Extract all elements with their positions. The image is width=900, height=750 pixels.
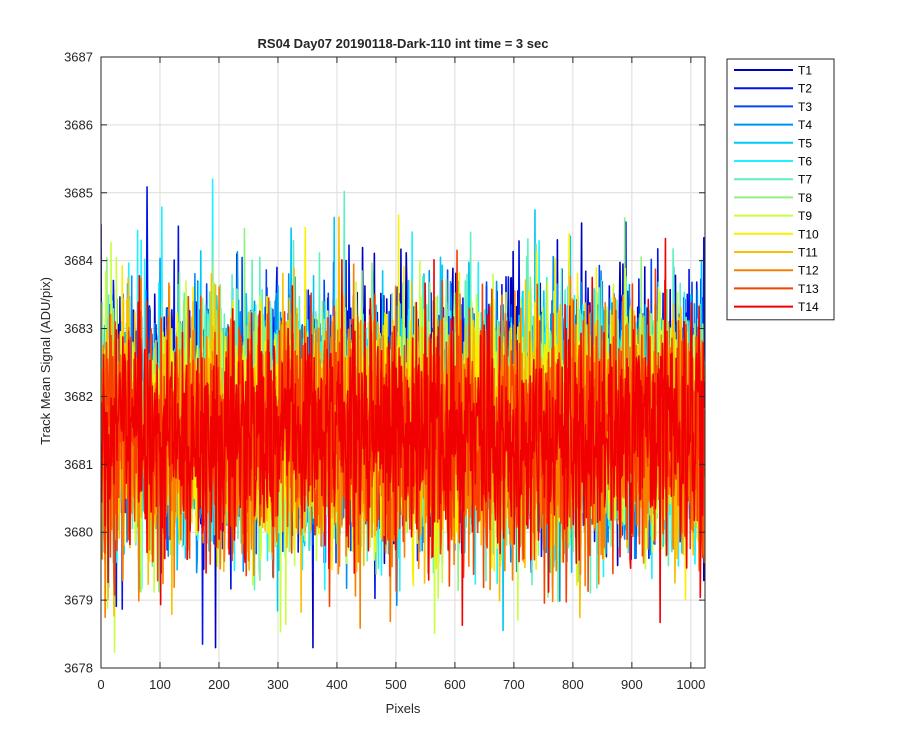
legend-label: T11: [798, 246, 818, 260]
y-tick-label: 3682: [64, 389, 93, 404]
y-axis-label: Track Mean Signal (ADU/pix): [38, 277, 53, 445]
legend-label: T12: [798, 264, 819, 278]
legend-box: [726, 58, 835, 321]
legend-label: T10: [798, 227, 819, 241]
y-tick-label: 3684: [64, 253, 93, 268]
y-tick-label: 3685: [64, 185, 93, 200]
plot-area: [100, 56, 706, 669]
legend-label: T5: [798, 136, 812, 150]
x-tick-label: 100: [149, 677, 171, 692]
plot-frame: [100, 56, 706, 669]
legend-label: T14: [798, 300, 819, 314]
y-tick-label: 3687: [64, 50, 93, 65]
x-tick-label: 200: [208, 677, 230, 692]
y-tick-label: 3683: [64, 321, 93, 336]
x-tick-label: 400: [326, 677, 348, 692]
legend-label: T7: [798, 173, 812, 187]
legend-label: T9: [798, 209, 812, 223]
x-tick-label: 500: [385, 677, 407, 692]
y-tick-label: 3678: [64, 661, 93, 676]
legend-label: T2: [798, 82, 812, 96]
y-tick-label: 3680: [64, 525, 93, 540]
legend-label: T13: [798, 282, 819, 296]
x-axis-label: Pixels: [386, 701, 421, 716]
y-tick-label: 3686: [64, 117, 93, 132]
legend: T1 T2 T3 T4 T5 T6 T7 T8 T9 T10 T11 T12 T13 T14: [726, 58, 835, 321]
legend-label: T3: [798, 100, 812, 114]
x-tick-label: 1000: [676, 677, 705, 692]
x-tick-label: 700: [503, 677, 525, 692]
x-tick-label: 800: [562, 677, 584, 692]
x-tick-label: 0: [97, 677, 104, 692]
y-axis-ticks: 3678 3679 3680 3681 3682 3683 3684 3685 3686 3687: [64, 50, 705, 676]
series-line-t14: [101, 237, 705, 627]
legend-label: T8: [798, 191, 812, 205]
x-tick-label: 600: [444, 677, 466, 692]
legend-label: T4: [798, 118, 812, 132]
series-lines: [101, 178, 705, 653]
y-tick-label: 3681: [64, 457, 93, 472]
x-tick-label: 900: [621, 677, 643, 692]
chart-title: RS04 Day07 20190118-Dark-110 int time = …: [258, 36, 549, 51]
legend-label: T6: [798, 155, 812, 169]
x-axis-ticks: 0 100 200 300 400 500 600 700 800 900 1000: [97, 57, 705, 692]
y-tick-label: 3679: [64, 593, 93, 608]
x-tick-label: 300: [267, 677, 289, 692]
legend-label: T1: [798, 64, 812, 78]
